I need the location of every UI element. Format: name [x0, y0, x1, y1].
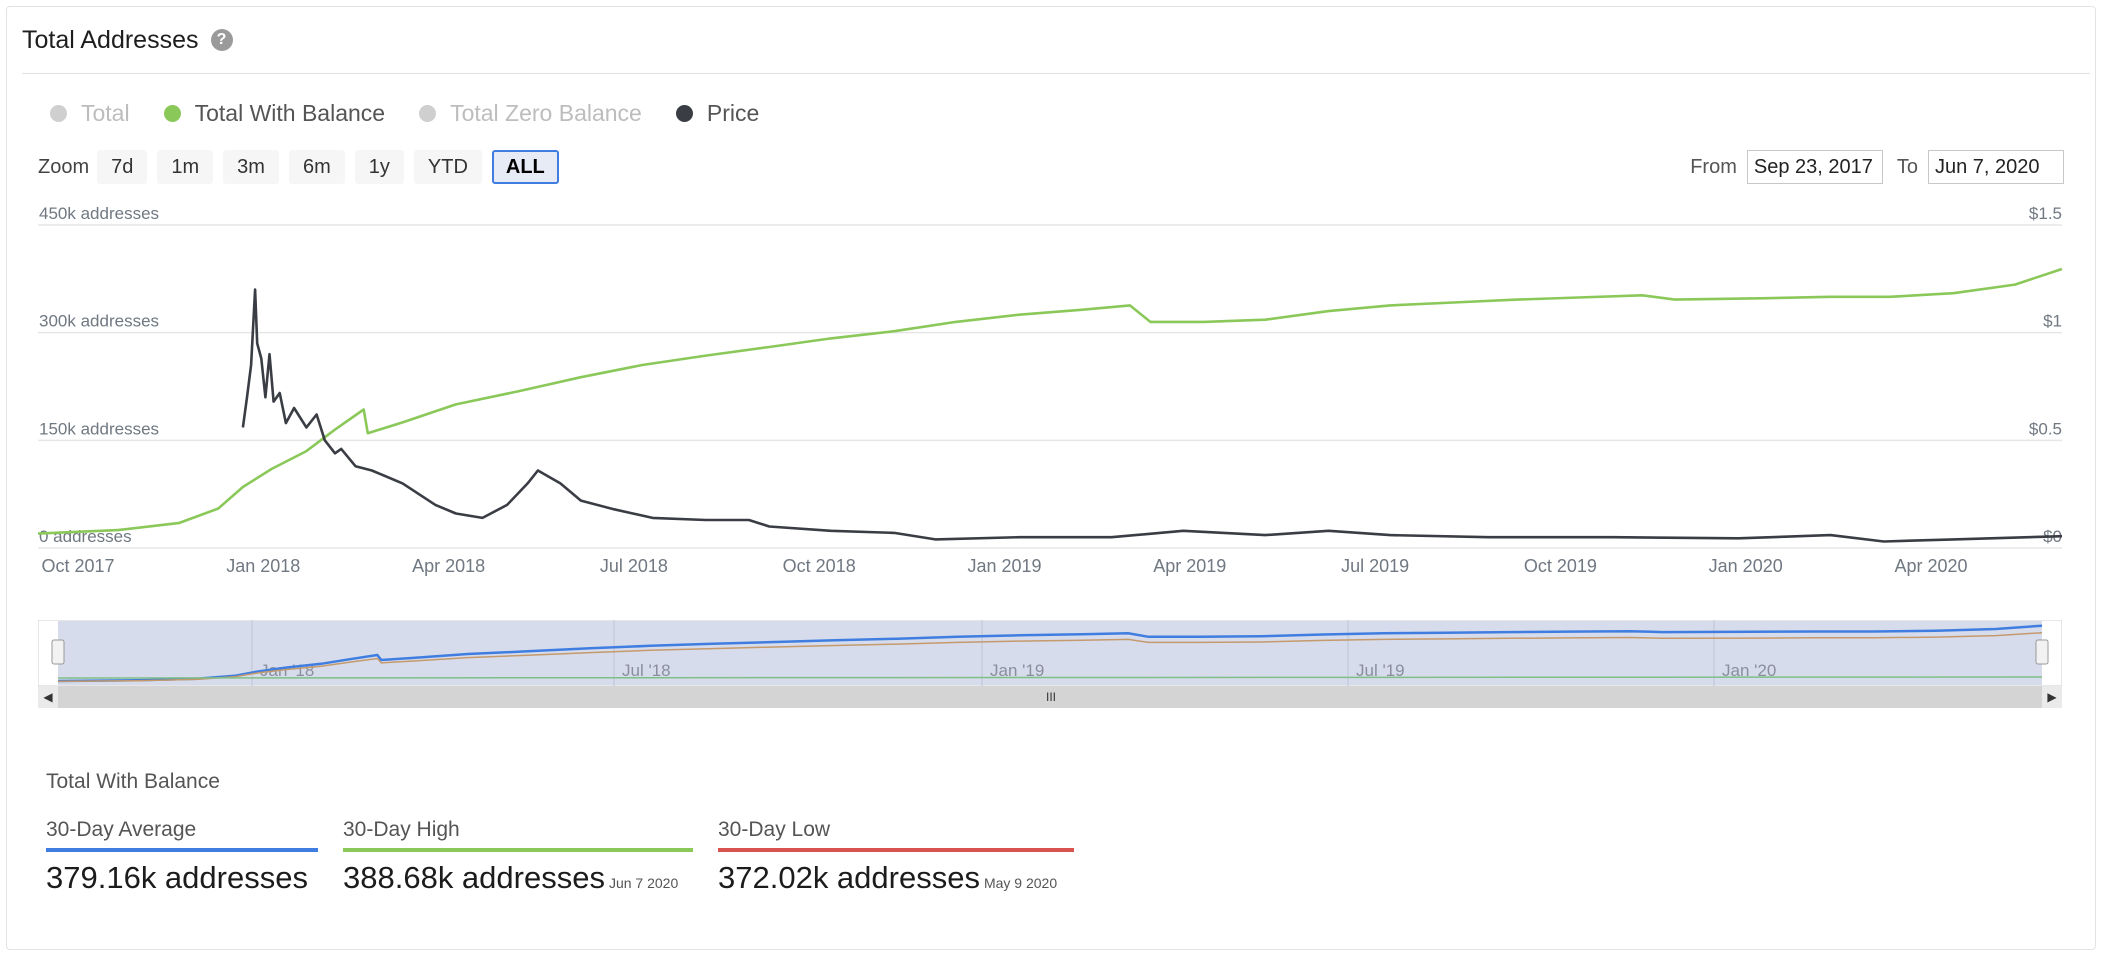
- navigator[interactable]: Jan '18 Jul '18 Jan '19 Jul '19 Jan '20 ◀ II…: [38, 620, 2062, 708]
- stats-title: Total With Balance: [46, 770, 220, 793]
- legend-label-total-zero-balance: Total Zero Balance: [450, 100, 642, 126]
- card-header: Total Addresses ?: [22, 22, 233, 58]
- legend-item-total-zero-balance[interactable]: Total Zero Balance: [419, 100, 642, 127]
- legend-label-total-with-balance: Total With Balance: [194, 100, 386, 126]
- x-tick-label: Jan 2020: [1709, 556, 1783, 576]
- scroll-right-icon[interactable]: ▶: [2042, 686, 2062, 708]
- x-tick-label: Oct 2019: [1524, 556, 1597, 576]
- x-tick-label: Jan 2019: [967, 556, 1041, 576]
- navigator-tick-label: Jul '19: [1356, 661, 1405, 680]
- stat-date: May 9 2020: [983, 875, 1058, 891]
- x-tick-label: Jan 2018: [226, 556, 300, 576]
- navigator-handle-icon: [51, 639, 65, 665]
- x-tick-label: Oct 2017: [41, 556, 114, 576]
- zoom-6m-button[interactable]: 6m: [288, 150, 345, 184]
- header-divider: [22, 73, 2090, 74]
- legend-item-total-with-balance[interactable]: Total With Balance: [163, 100, 386, 127]
- stat-label: 30-Day Low: [718, 818, 1074, 852]
- x-tick-label: Apr 2018: [412, 556, 485, 576]
- navigator-tick-label: Jul '18: [622, 661, 671, 680]
- to-label: To: [1896, 155, 1918, 178]
- zoom-7d-button[interactable]: 7d: [97, 150, 148, 184]
- stat-label: 30-Day Average: [46, 818, 318, 852]
- from-label: From: [1690, 155, 1737, 178]
- stat-value: 372.02k addresses May 9 2020: [718, 860, 1074, 896]
- x-tick-label: Jul 2018: [600, 556, 668, 576]
- stat-30-day-high: 30-Day High 388.68k addresses Jun 7 2020: [343, 818, 693, 896]
- stat-value: 379.16k addresses: [46, 860, 318, 896]
- x-tick-label: Jul 2019: [1341, 556, 1409, 576]
- scrollbar-grip-icon[interactable]: III: [1046, 690, 1057, 704]
- legend-item-total[interactable]: Total: [50, 100, 130, 127]
- legend-dot-icon: [675, 105, 693, 122]
- zoom-1m-button[interactable]: 1m: [157, 150, 214, 184]
- chart-legend: Total Total With Balance Total Zero Bala…: [50, 100, 793, 127]
- stat-30-day-low: 30-Day Low 372.02k addresses May 9 2020: [718, 818, 1074, 896]
- zoom-1y-button[interactable]: 1y: [354, 150, 404, 184]
- stat-label: 30-Day High: [343, 818, 693, 852]
- legend-item-price[interactable]: Price: [675, 100, 760, 127]
- navigator-scrollbar[interactable]: ◀ III ▶: [38, 686, 2062, 708]
- x-tick-label: Oct 2018: [783, 556, 856, 576]
- navigator-chart: Jan '18 Jul '18 Jan '19 Jul '19 Jan '20: [38, 620, 2062, 686]
- zoom-ytd-button[interactable]: YTD: [413, 150, 482, 184]
- stat-value-text: 379.16k addresses: [46, 860, 308, 895]
- to-date-input[interactable]: [1928, 150, 2064, 184]
- navigator-series-line-flat: [57, 676, 2043, 679]
- legend-dot-icon: [50, 105, 67, 122]
- from-date-input[interactable]: [1746, 150, 1883, 184]
- legend-label-total: Total: [81, 100, 130, 126]
- y-right-tick-label: $1: [2043, 312, 2062, 331]
- zoom-controls: Zoom 7d 1m 3m 6m 1y YTD ALL: [38, 150, 569, 184]
- stat-date: Jun 7 2020: [608, 875, 679, 891]
- scroll-left-icon[interactable]: ◀: [38, 686, 58, 708]
- zoom-label: Zoom: [38, 155, 90, 178]
- legend-dot-icon: [419, 105, 437, 122]
- legend-dot-icon: [163, 105, 181, 122]
- page-title: Total Addresses: [22, 25, 199, 54]
- stat-value: 388.68k addresses Jun 7 2020: [343, 860, 693, 896]
- navigator-series-line: [57, 624, 2043, 683]
- legend-label-price: Price: [706, 100, 760, 126]
- x-tick-label: Apr 2019: [1153, 556, 1226, 576]
- y-left-tick-label: 450k addresses: [39, 204, 159, 223]
- navigator-tick-label: Jan '20: [1722, 661, 1776, 680]
- navigator-handle-icon: [2035, 639, 2049, 665]
- stat-value-text: 388.68k addresses: [343, 860, 605, 895]
- navigator-tick-label: Jan '19: [990, 661, 1044, 680]
- date-range: From To: [1690, 150, 2064, 184]
- help-icon[interactable]: ?: [210, 29, 233, 51]
- zoom-3m-button[interactable]: 3m: [223, 150, 279, 184]
- y-right-tick-label: $0.5: [2029, 419, 2062, 438]
- series-line-price: [241, 288, 2063, 543]
- stat-value-text: 372.02k addresses: [718, 860, 980, 895]
- navigator-series-line-secondary: [57, 631, 2043, 683]
- series-line-total-with-balance: [37, 267, 2063, 535]
- y-right-tick-label: $1.5: [2029, 204, 2062, 223]
- y-left-tick-label: 300k addresses: [39, 312, 159, 331]
- stat-30-day-average: 30-Day Average 379.16k addresses: [46, 818, 318, 896]
- zoom-all-button[interactable]: ALL: [491, 150, 559, 184]
- y-left-tick-label: 150k addresses: [39, 419, 159, 438]
- x-tick-label: Apr 2020: [1894, 556, 1967, 576]
